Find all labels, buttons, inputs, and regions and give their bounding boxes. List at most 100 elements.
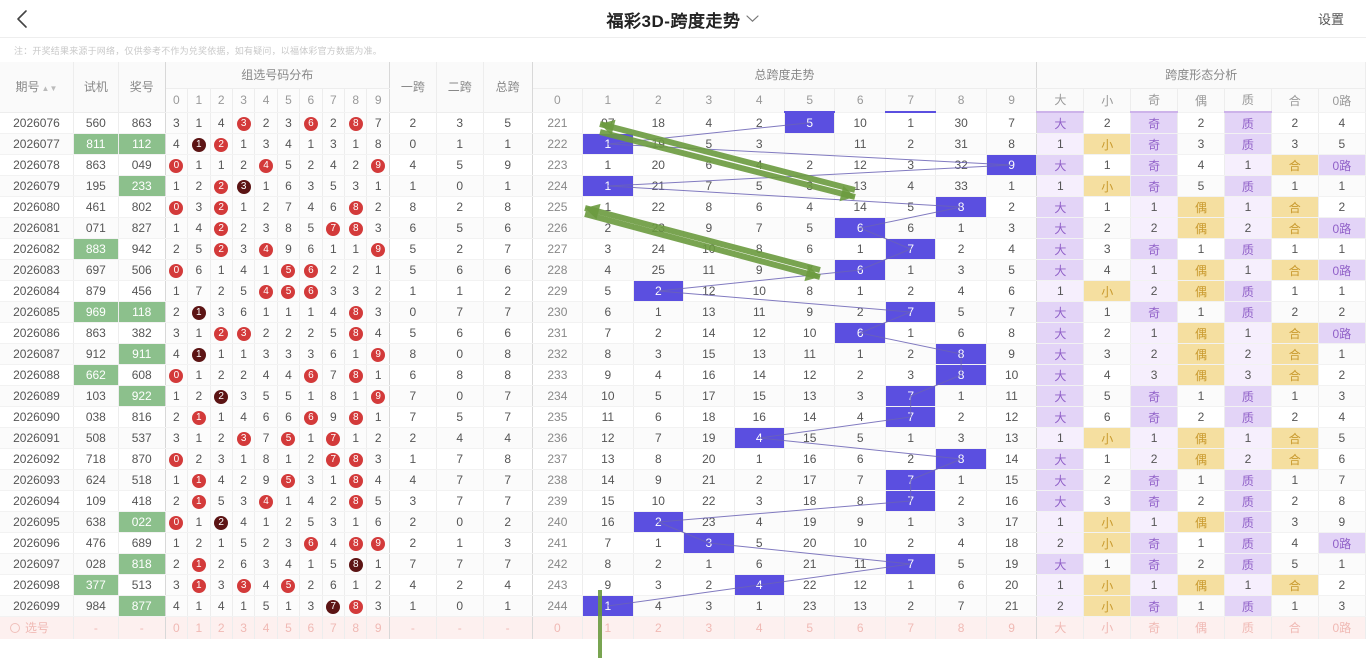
table-row[interactable]: 2026098 377 513 3 1 3 3 4 5 2 6 1 2 4 2 4 243 9 3 2 4 22 12 1 6 2… — [0, 574, 1366, 596]
cell-digit-7: 3 — [322, 133, 346, 155]
pick-digit-3[interactable]: 3 — [232, 616, 256, 639]
col-trend-9: 9 — [986, 88, 1038, 113]
table-row[interactable]: 2026079 195 233 1 2 2 3 1 6 3 5 3 1 1 0 1 224 1 21 7 5 3 13 4 33… — [0, 175, 1366, 197]
digit-ball: 3 — [236, 579, 251, 593]
cell-span-total: 8 — [483, 196, 533, 218]
table-row[interactable]: 2026085 969 118 2 1 3 6 1 1 1 4 8 3 0 7 7 230 6 1 13 11 9 2 7 5 7… — [0, 301, 1366, 323]
pick-row[interactable]: 选号 - -0 1 2 3 4 5 6 7 8 9- - -0 1 2 3 4 5 6 7 8 9 大小奇偶质合 0路 — [0, 616, 1366, 639]
table-row[interactable]: 2026084 879 456 1 7 2 5 4 5 6 3 3 2 1 1 2 229 5 2 12 10 8 1 2 4 6… — [0, 280, 1366, 302]
cell-analysis-2: 奇 — [1130, 112, 1179, 134]
table-row[interactable]: 2026081 071 827 1 4 2 2 3 8 5 7 8 3 6 5 6 226 2 23 9 7 5 6 6 1 3 大… — [0, 217, 1366, 239]
digit-ball: 8 — [348, 495, 363, 509]
pick-trend-8[interactable]: 8 — [935, 616, 987, 639]
table-row[interactable]: 2026095 638 022 0 1 2 4 1 2 5 3 1 6 2 0 2 240 16 2 23 4 19 9 1 3… — [0, 511, 1366, 533]
pick-digit-4[interactable]: 4 — [254, 616, 278, 639]
cell-digit-5: 6 — [277, 175, 301, 197]
pick-analysis-合[interactable]: 合 — [1271, 616, 1319, 639]
digit-ball: 8 — [348, 600, 363, 614]
cell-digit-2: 2 — [210, 217, 233, 239]
cell-digit-8: 8 — [344, 490, 368, 512]
pick-trend-0[interactable]: 0 — [532, 616, 584, 639]
table-row[interactable]: 2026083 697 506 0 6 1 4 1 5 6 2 2 1 5 6 6 228 4 25 11 9 7 6 1 3 5… — [0, 259, 1366, 281]
pick-digit-0[interactable]: 0 — [165, 616, 189, 639]
header-sub-row: 0 1 2 3 4 5 6 7 8 9 0 1 2 3 4 5 6 7 8 9 大小奇偶质合 0路 — [0, 88, 1366, 113]
settings-button[interactable]: 设置 — [1317, 12, 1344, 27]
pick-trend-9[interactable]: 9 — [986, 616, 1038, 639]
pick-analysis-0路[interactable]: 0路 — [1318, 616, 1366, 639]
cell-trend-7: 1 — [885, 427, 937, 449]
cell-trend-5: 21 — [784, 553, 836, 575]
digit-ball: 1 — [191, 474, 206, 488]
checkbox-icon[interactable] — [10, 623, 20, 634]
pick-span-total[interactable]: - — [483, 616, 533, 639]
table-row[interactable]: 2026088 662 608 0 1 2 2 4 4 6 7 8 1 6 8 8 233 9 4 16 14 12 2 3 8… — [0, 364, 1366, 386]
pick-span2[interactable]: - — [436, 616, 484, 639]
pick-analysis-小[interactable]: 小 — [1083, 616, 1132, 639]
table-row[interactable]: 2026086 863 382 3 1 2 3 2 2 2 5 8 4 5 6 6 231 7 2 14 12 10 6 1 6… — [0, 322, 1366, 344]
table-row[interactable]: 2026078 863 049 0 1 1 2 4 5 2 4 2 9 4 5 9 223 1 20 6 4 2 12 3 32… — [0, 154, 1366, 176]
cell-trend-7: 7 — [885, 469, 937, 491]
cell-trend-0: 229 — [532, 280, 584, 302]
cell-analysis-1: 2 — [1083, 112, 1132, 134]
table-row[interactable]: 2026080 461 802 0 3 2 1 2 7 4 6 8 2 8 2 8 225 1 22 8 6 4 14 5 8 2… — [0, 196, 1366, 218]
cell-analysis-4: 2 — [1224, 448, 1272, 470]
cell-digit-4: 9 — [254, 469, 278, 491]
pick-digit-7[interactable]: 7 — [322, 616, 346, 639]
cell-trend-1: 9 — [582, 574, 634, 596]
col-digit-2: 2 — [210, 88, 233, 113]
digit-ball: 1 — [191, 411, 206, 425]
cell-span1: 2 — [389, 511, 437, 533]
table-row[interactable]: 2026091 508 537 3 1 2 3 7 5 1 7 1 2 2 4 4 236 12 7 19 4 15 5 1 3… — [0, 427, 1366, 449]
pick-analysis-质[interactable]: 质 — [1224, 616, 1272, 639]
table-row[interactable]: 2026082 883 942 2 5 2 3 4 9 6 1 1 9 5 2 7 227 3 24 10 8 6 1 7 2 4… — [0, 238, 1366, 260]
pick-digit-1[interactable]: 1 — [187, 616, 211, 639]
table-row[interactable]: 2026077 811 112 4 1 2 1 3 4 1 3 1 8 0 1 1 222 1 19 5 3 11 2 31 8… — [0, 133, 1366, 155]
pick-trend-3[interactable]: 3 — [683, 616, 735, 639]
table-row[interactable]: 2026096 476 689 1 2 1 5 2 3 6 4 8 9 2 1 3 241 7 1 3 5 20 10 2 4 1… — [0, 532, 1366, 554]
table-row[interactable]: 2026093 624 518 1 1 4 2 9 5 3 1 8 4 4 7 7 238 14 9 21 2 17 7 7 1… — [0, 469, 1366, 491]
cell-span1: 1 — [389, 280, 437, 302]
pick-trend-6[interactable]: 6 — [834, 616, 886, 639]
trend-highlight: 8 — [936, 197, 986, 217]
pick-trend-7[interactable]: 7 — [885, 616, 937, 639]
pick-trend-5[interactable]: 5 — [784, 616, 836, 639]
pick-test[interactable]: - — [73, 616, 119, 639]
cell-digit-2: 2 — [210, 553, 233, 575]
chevron-down-icon[interactable] — [746, 10, 760, 28]
table-row[interactable]: 2026099 984 877 4 1 4 1 5 1 3 7 8 3 1 0 1 244 1 4 3 1 23 13 2 7 2… — [0, 595, 1366, 617]
cell-analysis-5: 合 — [1271, 259, 1319, 281]
table-row[interactable]: 2026097 028 818 2 1 2 6 3 4 1 5 8 1 7 7 7 242 8 2 1 6 21 11 7 5 1… — [0, 553, 1366, 575]
back-button[interactable] — [0, 0, 44, 38]
cell-analysis-4: 质 — [1224, 553, 1272, 575]
pick-digit-8[interactable]: 8 — [344, 616, 368, 639]
pick-digit-9[interactable]: 9 — [366, 616, 390, 639]
table-row[interactable]: 2026090 038 816 2 1 1 4 6 6 6 9 8 1 7 5 7 235 11 6 18 16 14 4 7… — [0, 406, 1366, 428]
col-issue[interactable]: 期号 ▲▼ — [0, 62, 74, 113]
pick-checkbox-cell[interactable]: 选号 — [0, 616, 74, 639]
pick-prize[interactable]: - — [118, 616, 166, 639]
cell-trend-9: 7 — [986, 301, 1038, 323]
pick-trend-2[interactable]: 2 — [633, 616, 685, 639]
cell-analysis-0: 1 — [1036, 133, 1085, 155]
cell-digit-2: 3 — [210, 574, 233, 596]
table-row[interactable]: 2026076 560 863 3 1 4 3 2 3 6 2 8 7 2 3 5 221 97 18 4 2 5 10 1 3… — [0, 112, 1366, 134]
cell-trend-5: 17 — [784, 469, 836, 491]
table-row[interactable]: 2026092 718 870 0 2 3 1 8 1 2 7 8 3 1 7 8 237 13 8 20 1 16 6 2 8… — [0, 448, 1366, 470]
pick-trend-1[interactable]: 1 — [582, 616, 634, 639]
table-row[interactable]: 2026094 109 418 2 1 5 3 4 1 4 2 8 5 3 7 7 239 15 10 22 3 18 8 7… — [0, 490, 1366, 512]
sort-arrows-icon[interactable]: ▲▼ — [41, 84, 58, 94]
pick-analysis-偶[interactable]: 偶 — [1177, 616, 1225, 639]
cell-trend-4: 1 — [734, 595, 785, 617]
pick-trend-4[interactable]: 4 — [734, 616, 785, 639]
pick-analysis-大[interactable]: 大 — [1036, 616, 1085, 639]
pick-digit-6[interactable]: 6 — [299, 616, 323, 639]
cell-span2: 0 — [436, 343, 484, 365]
cell-test: 912 — [73, 343, 119, 365]
pick-span1[interactable]: - — [389, 616, 437, 639]
pick-digit-2[interactable]: 2 — [210, 616, 233, 639]
cell-trend-8: 3 — [935, 427, 987, 449]
table-row[interactable]: 2026089 103 922 1 2 2 3 5 5 1 8 1 9 7 0 7 234 10 5 17 15 13 3 7… — [0, 385, 1366, 407]
pick-analysis-奇[interactable]: 奇 — [1130, 616, 1179, 639]
pick-digit-5[interactable]: 5 — [277, 616, 301, 639]
table-row[interactable]: 2026087 912 911 4 1 1 1 3 3 3 6 1 9 8 0 8 232 8 3 15 13 11 1 2 8… — [0, 343, 1366, 365]
